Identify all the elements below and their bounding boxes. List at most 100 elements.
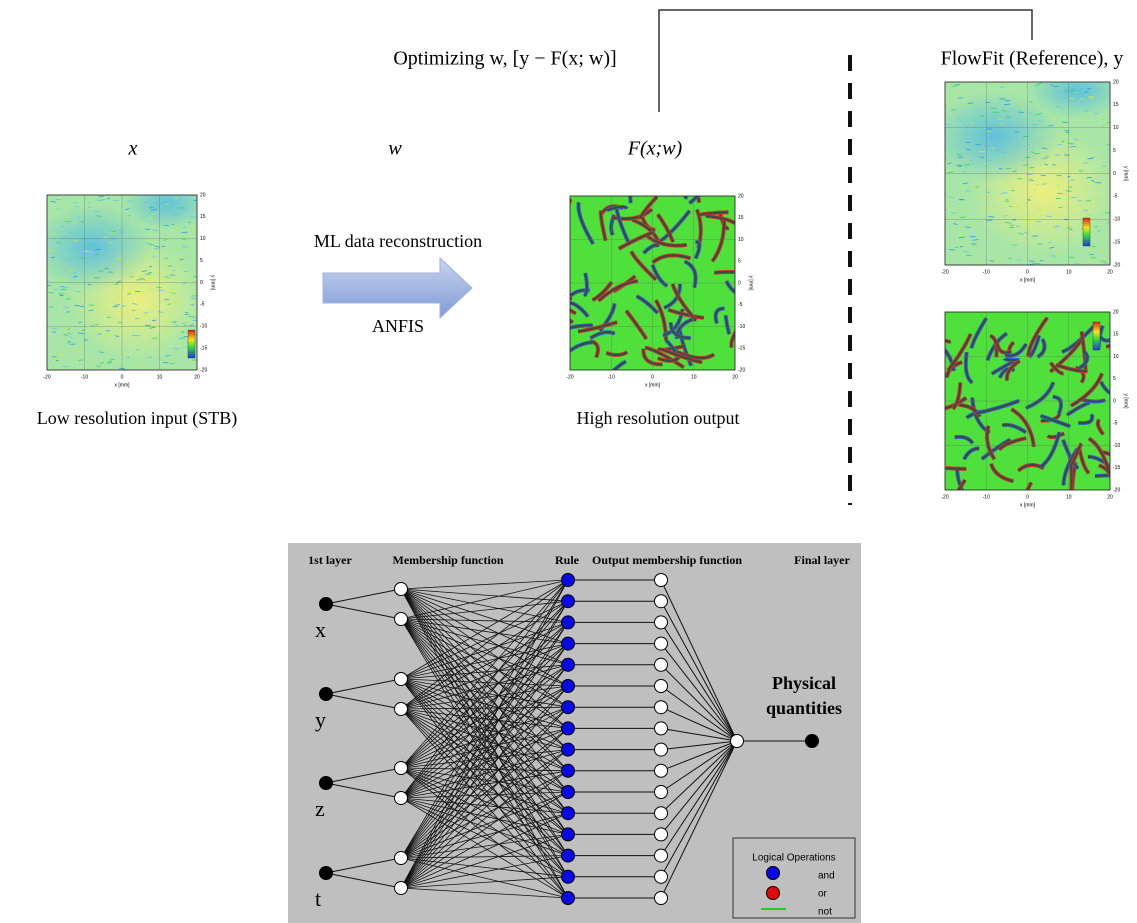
x-tick-label: -20: [941, 269, 948, 275]
x-tick-label: -10: [983, 494, 990, 500]
x-tick-label: 10: [1066, 269, 1072, 275]
y-tick-label: 10: [738, 237, 744, 243]
output-mf-node: [655, 764, 668, 777]
y-tick-label: 5: [738, 259, 741, 265]
y-tick-label: -5: [1113, 421, 1118, 427]
x-tick-label: -10: [983, 269, 990, 275]
cool-zone: [1028, 64, 1127, 119]
rule-node: [562, 828, 575, 841]
y-tick-label: -20: [738, 367, 745, 373]
vector: [168, 304, 171, 305]
y-tick-label: -5: [738, 302, 743, 308]
vortex-core: [946, 468, 966, 469]
y-axis-label: y [mm]: [1123, 166, 1129, 182]
diagram: Optimizing w, [y − F(x; w)] FlowFit (Ref…: [0, 0, 1137, 923]
y-axis-label: y [mm]: [210, 275, 216, 291]
vector: [184, 355, 188, 356]
x-tick-label: 20: [1107, 494, 1113, 500]
input-label: y: [315, 707, 326, 732]
y-tick-label: -5: [1113, 194, 1118, 200]
rule-node: [562, 637, 575, 650]
vector: [1055, 155, 1060, 156]
input-caption: Low resolution input (STB): [37, 408, 238, 429]
rule-node: [562, 764, 575, 777]
x-axis-label: x [mm]: [645, 382, 661, 388]
colorbar: [188, 330, 195, 358]
vector: [165, 330, 169, 331]
vortex-core: [556, 307, 571, 328]
input-node: [319, 597, 333, 611]
input-node: [319, 776, 333, 790]
membership-node: [395, 762, 408, 775]
final-node: [731, 735, 744, 748]
arrow-bottom-label: ANFIS: [372, 316, 424, 336]
vector: [973, 188, 978, 189]
y-tick-label: -15: [200, 345, 207, 351]
rule-node: [562, 616, 575, 629]
vector: [191, 217, 196, 218]
rule-node: [562, 658, 575, 671]
y-tick-label: 20: [1113, 309, 1119, 315]
vector: [987, 220, 993, 221]
rule-node: [562, 680, 575, 693]
x-tick-label: 20: [732, 374, 738, 380]
vector: [115, 305, 120, 306]
vector: [1029, 102, 1032, 103]
y-tick-label: 15: [1113, 332, 1119, 338]
vector: [949, 249, 955, 250]
flow-field-plot: -20-100102020151050-5-10-15-20x [mm]y [m…: [533, 172, 754, 388]
legend-item: and: [818, 871, 835, 882]
vector: [75, 292, 81, 293]
vector: [80, 306, 84, 307]
output-mf-node: [655, 595, 668, 608]
x-tick-label: 0: [651, 374, 654, 380]
vector: [1038, 120, 1042, 121]
vector: [1011, 190, 1015, 191]
output-label: Physical: [772, 673, 836, 693]
rule-node: [562, 722, 575, 735]
flow-field-plot: -20-100102020151050-5-10-15-20x [mm]y [m…: [923, 309, 1130, 516]
y-axis-label: y [mm]: [1123, 394, 1129, 410]
y-tick-label: 0: [1113, 171, 1116, 177]
output-node: [805, 734, 819, 748]
rule-node: [562, 807, 575, 820]
vector: [196, 334, 201, 335]
legend-box: [733, 838, 855, 918]
vortex-edge: [556, 307, 571, 328]
vector: [1028, 200, 1031, 201]
y-tick-label: 0: [200, 280, 203, 286]
y-tick-label: 0: [738, 280, 741, 286]
output-mf-node: [655, 892, 668, 905]
x-tick-label: 20: [194, 374, 200, 380]
membership-node: [395, 792, 408, 805]
vector: [125, 266, 130, 267]
column-header: Final layer: [794, 553, 850, 567]
x-axis-label: x [mm]: [115, 382, 131, 388]
arrow-top-label: ML data reconstruction: [314, 231, 482, 251]
vector: [1074, 92, 1077, 93]
column-header: 1st layer: [308, 553, 352, 567]
x-tick-label: 0: [1026, 269, 1029, 275]
rule-node: [562, 595, 575, 608]
output-mf-node: [655, 616, 668, 629]
vector: [171, 224, 174, 225]
legend-title: Logical Operations: [752, 853, 835, 864]
x-tick-label: 20: [1107, 269, 1113, 275]
y-tick-label: -15: [1113, 239, 1120, 245]
membership-node: [395, 613, 408, 626]
rule-node: [562, 892, 575, 905]
y-tick-label: -15: [1113, 465, 1120, 471]
output-mf-node: [655, 574, 668, 587]
vector: [152, 338, 157, 339]
vector: [1018, 178, 1023, 179]
output-mf-node: [655, 786, 668, 799]
vector: [95, 249, 101, 250]
vortex-core: [533, 306, 573, 323]
legend-or: [767, 887, 780, 900]
legend: Logical Operationsandornot: [733, 838, 855, 918]
x-tick-label: -10: [608, 374, 615, 380]
rule-node: [562, 574, 575, 587]
column-header: Output membership function: [592, 553, 742, 567]
rule-node: [562, 849, 575, 862]
